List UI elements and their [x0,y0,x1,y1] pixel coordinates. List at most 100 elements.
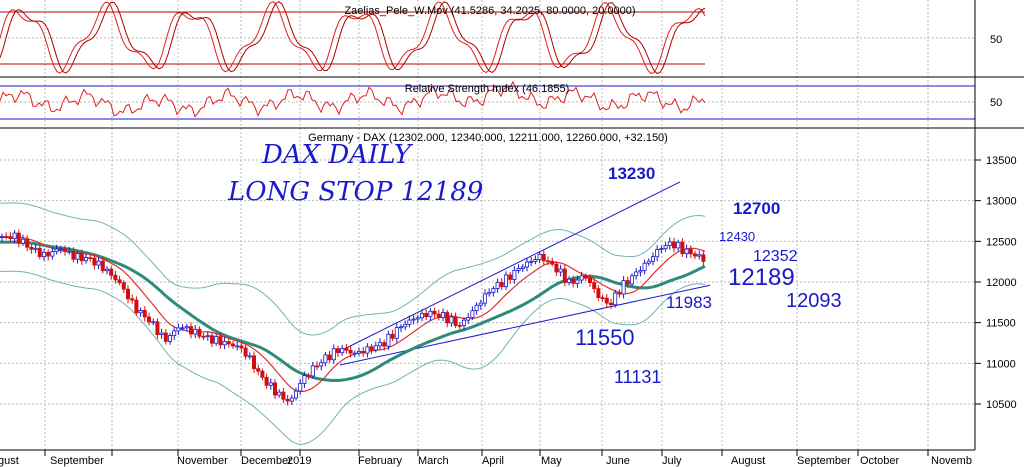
x-tick-label: August [731,455,765,467]
candle-body [33,247,38,250]
candle-body [109,268,114,276]
candle-body [630,275,635,285]
rsi-y-tick: 50 [990,97,1002,109]
annotation-12093: 12093 [786,290,842,312]
candle-body [604,297,609,304]
bollinger-lower-band [0,270,706,445]
candle-body [88,257,93,260]
x-tick-label: April [482,455,504,467]
candle-body [289,397,294,402]
bollinger-upper-band [0,202,706,336]
candle-body [142,310,147,318]
x-tick-label: September [50,455,104,467]
candle-body [525,261,530,268]
annotation-12700: 12700 [733,199,780,218]
price-title: Germany - DAX (12302.000, 12340.000, 122… [308,132,668,144]
candle-body [655,249,660,258]
candle-body [146,316,151,323]
candle-body [651,256,656,262]
candle-body [613,292,618,306]
candle-body [365,346,370,354]
candle-body [457,325,462,327]
candle-body [151,321,156,324]
candle-body [302,375,307,384]
candle-body [499,282,504,288]
candle-body [596,288,601,298]
stochastic-fast-line [0,0,706,75]
candle-body [373,345,378,351]
candle-body [134,299,139,314]
candle-body [474,304,479,312]
candle-body [537,253,542,260]
candle-body [642,262,647,271]
candle-body [188,326,193,335]
stochastic-panel: Zaelias_Pele_W.Mov (41.5286, 34.2025, 80… [0,0,1002,75]
candle-body [172,330,177,336]
candle-body [436,313,441,318]
candle-body [398,326,403,329]
candle-body [251,355,256,370]
stochastic-y-tick: 50 [990,34,1002,46]
candle-body [520,266,525,269]
candle-body [600,297,605,299]
candle-body [50,251,55,257]
candle-body [567,278,572,283]
candle-body [8,236,13,240]
candle-body [293,390,298,399]
candle-body [256,368,261,372]
candle-body [461,319,466,326]
candle-body [407,319,412,325]
candle-body [201,335,206,338]
candle-body [209,335,214,344]
candle-body [100,260,105,272]
candle-body [310,365,315,377]
candle-body [361,350,366,354]
candle-body [550,260,555,265]
candle-body [575,279,580,284]
candle-body [634,271,639,277]
candle-body [487,291,492,295]
channel-lower-line [339,284,711,366]
candle-body [541,253,546,262]
candle-body [126,288,131,300]
x-tick-label: September [797,455,851,467]
candle-body [688,248,693,255]
candle-body [466,316,471,321]
stochastic-slow-line [0,0,706,75]
candle-body [42,251,47,258]
y-tick-label: 13500 [986,155,1017,167]
candle-body [0,236,4,238]
candle-body [415,317,420,320]
candle-body [495,282,500,289]
candle-body [264,376,269,386]
candle-body [672,241,677,249]
candle-body [503,274,508,288]
candle-body [138,310,143,314]
y-tick-label: 11500 [986,318,1016,330]
x-tick-label: November [177,455,228,467]
candle-body [533,259,538,262]
x-tick-label: March [418,455,449,467]
candle-body [105,268,110,272]
candle-body [478,302,483,306]
candle-body [239,345,244,349]
candle-body [117,279,122,284]
y-tick-label: 12000 [986,277,1017,289]
candle-body [335,348,340,354]
candle-body [63,248,68,252]
x-tick-label: October [860,455,899,467]
candle-body [46,251,51,257]
candle-body [592,282,597,290]
candle-body [130,298,135,301]
x-tick-label: July [662,455,682,467]
x-tick-label: December [241,455,292,467]
candle-body [230,343,235,347]
candle-body [176,327,181,332]
y-tick-label: 13000 [986,196,1017,208]
annotation-11983: 11983 [666,293,712,312]
candle-body [638,270,643,273]
candle-body [159,332,164,335]
candle-body [386,333,391,347]
candle-body [419,312,424,319]
candle-body [205,335,210,338]
